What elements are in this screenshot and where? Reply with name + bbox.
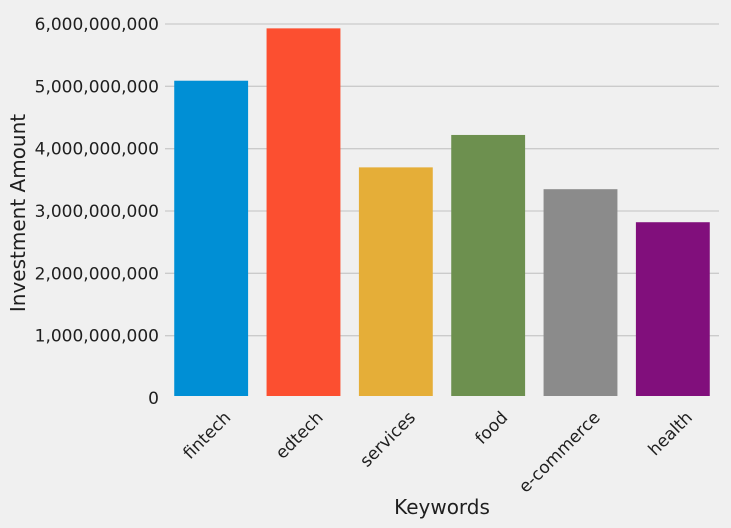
- y-tick-label: 5,000,000,000: [35, 77, 159, 97]
- x-axis-title: Keywords: [394, 495, 490, 519]
- bar-services: [358, 167, 433, 396]
- x-tick-label: services: [356, 408, 420, 472]
- x-tick-label: edtech: [272, 408, 328, 464]
- x-tick-label: health: [645, 408, 697, 460]
- y-tick-label: 0: [148, 389, 159, 409]
- y-tick-label: 2,000,000,000: [35, 264, 159, 284]
- y-tick-label: 4,000,000,000: [35, 140, 159, 160]
- y-tick-label: 6,000,000,000: [35, 15, 159, 35]
- x-tick-label: food: [471, 408, 512, 449]
- y-axis-title: Investment Amount: [6, 114, 30, 312]
- x-tick-label: e-commerce: [515, 408, 604, 497]
- x-tick-label: fintech: [180, 408, 236, 464]
- y-tick-labels: 0 1,000,000,000 2,000,000,000 3,000,000,000…: [35, 15, 159, 409]
- bar-e-commerce: [543, 189, 618, 396]
- bar-fintech: [174, 80, 249, 397]
- y-tick-label: 3,000,000,000: [35, 202, 159, 222]
- bar-food: [451, 134, 526, 396]
- gridlines: [165, 23, 719, 337]
- bars: [174, 28, 710, 397]
- bar-health: [635, 222, 710, 396]
- bar-edtech: [266, 28, 341, 396]
- x-tick-labels: fintech edtech services food e-commerce healt…: [180, 408, 697, 497]
- y-tick-label: 1,000,000,000: [35, 327, 159, 347]
